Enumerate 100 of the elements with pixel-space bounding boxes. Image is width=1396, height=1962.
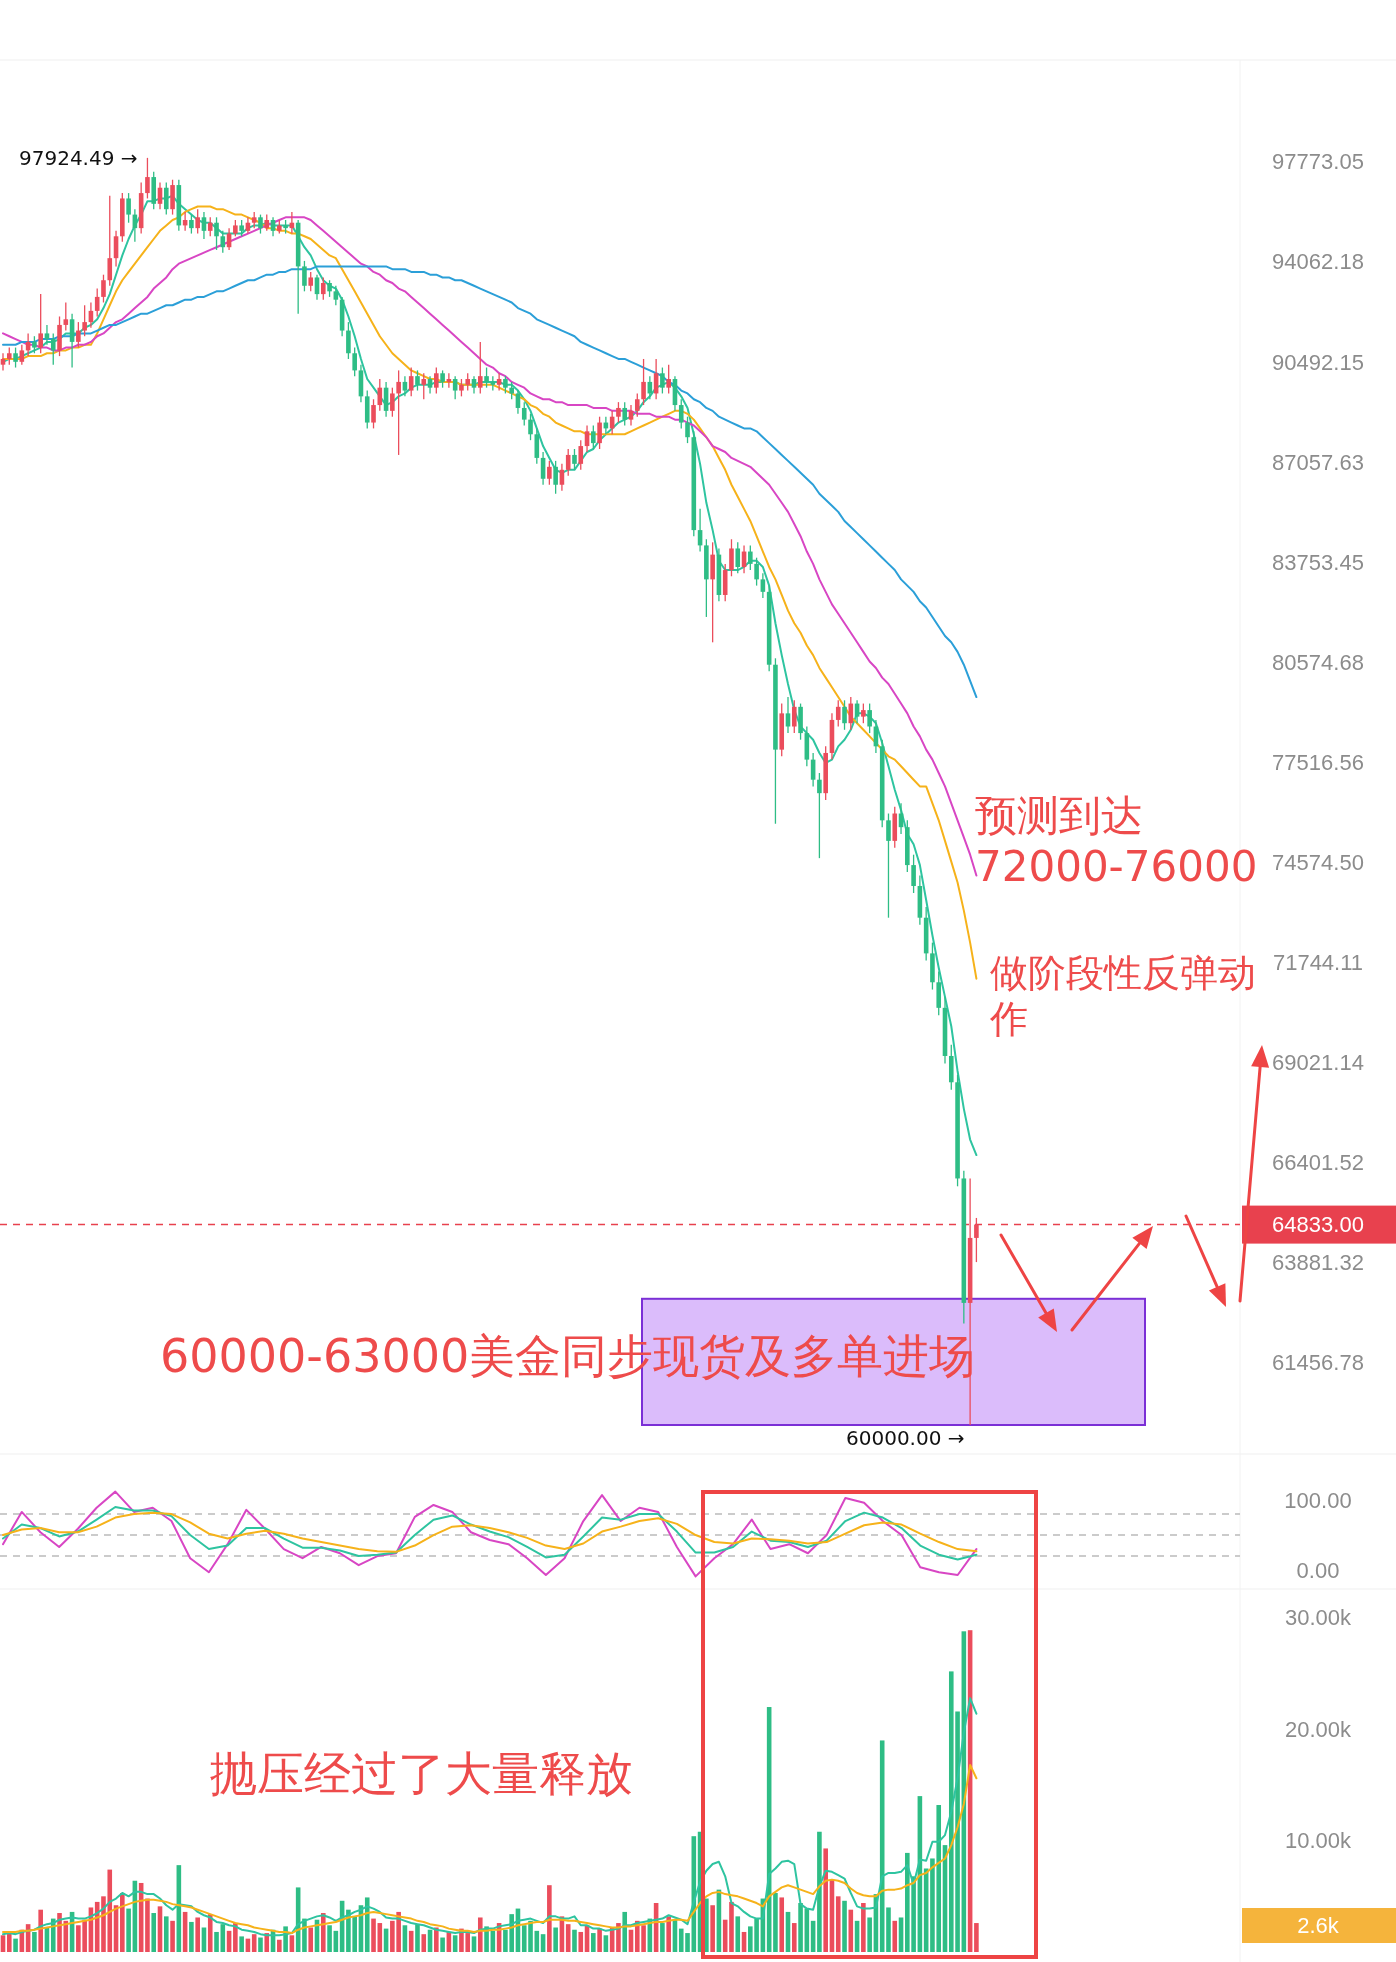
bar bbox=[163, 1916, 169, 1952]
bar bbox=[779, 1897, 785, 1952]
bar bbox=[817, 1831, 822, 1952]
text: 做阶段性反弹动作 bbox=[990, 950, 1257, 1043]
candlestick bbox=[101, 274, 106, 304]
candlestick bbox=[641, 358, 646, 406]
candlestick bbox=[660, 366, 665, 395]
candlestick bbox=[38, 293, 43, 354]
candlestick bbox=[94, 287, 100, 318]
candlestick bbox=[754, 557, 759, 587]
candlestick bbox=[616, 401, 621, 424]
candlestick bbox=[214, 216, 219, 251]
bar bbox=[666, 1916, 671, 1952]
y-tick-label: 30.00k bbox=[1284, 1605, 1353, 1631]
y-tick-label: 80574.68 bbox=[1272, 649, 1364, 675]
bar bbox=[421, 1934, 427, 1952]
candlestick bbox=[628, 404, 634, 427]
annotation: 60000.00 → bbox=[846, 1426, 965, 1451]
line-series bbox=[2, 1490, 978, 1578]
candlestick bbox=[13, 346, 18, 369]
y-tick-label: 94062.18 bbox=[1272, 249, 1364, 275]
line-series bbox=[2, 1506, 978, 1561]
bar bbox=[120, 1892, 125, 1952]
candlestick bbox=[258, 213, 263, 235]
candlestick bbox=[390, 387, 395, 418]
y-tick-label: 71744.11 bbox=[1272, 950, 1364, 976]
bar bbox=[32, 1931, 37, 1952]
line-series bbox=[2, 265, 978, 699]
bar bbox=[327, 1925, 332, 1952]
candlestick bbox=[333, 285, 339, 306]
bar bbox=[660, 1923, 665, 1952]
y-tick-label: 63881.32 bbox=[1272, 1250, 1364, 1276]
candlestick bbox=[477, 341, 483, 395]
candlestick bbox=[597, 416, 602, 450]
bar bbox=[371, 1918, 376, 1952]
candlestick bbox=[886, 812, 891, 919]
candlestick bbox=[591, 424, 596, 450]
candlestick bbox=[547, 460, 552, 486]
bar bbox=[13, 1938, 18, 1952]
candlestick bbox=[867, 702, 872, 734]
bar bbox=[565, 1924, 571, 1952]
bar bbox=[145, 1898, 150, 1952]
annotation: 97924.49 → bbox=[19, 146, 138, 171]
y-tick-label: 10.00k bbox=[1284, 1828, 1353, 1854]
bar bbox=[867, 1917, 872, 1952]
bar bbox=[622, 1911, 628, 1952]
line-series bbox=[2, 1511, 978, 1553]
bar bbox=[861, 1903, 866, 1952]
bar bbox=[553, 1927, 558, 1952]
bar bbox=[823, 1848, 828, 1952]
text: 2.6k bbox=[1297, 1913, 1340, 1938]
candlestick bbox=[195, 208, 200, 235]
candlestick bbox=[145, 157, 150, 200]
candlestick bbox=[44, 324, 50, 346]
bar bbox=[798, 1903, 803, 1952]
y-tick-label: 61456.78 bbox=[1272, 1350, 1364, 1376]
candlestick bbox=[760, 572, 766, 599]
candlestick bbox=[521, 401, 527, 427]
bar bbox=[126, 1908, 131, 1952]
bar bbox=[408, 1930, 414, 1952]
bar bbox=[791, 1923, 797, 1952]
candlestick bbox=[371, 398, 376, 430]
y-tick-label: 97773.05 bbox=[1272, 149, 1364, 175]
candlestick bbox=[565, 448, 571, 477]
candlestick bbox=[396, 369, 401, 456]
candlestick bbox=[434, 366, 439, 395]
candlestick bbox=[421, 372, 427, 400]
candlestick bbox=[415, 369, 420, 392]
candlestick bbox=[446, 372, 452, 389]
bar bbox=[477, 1917, 483, 1952]
candlestick bbox=[302, 260, 307, 292]
candlestick bbox=[50, 332, 56, 366]
candlestick bbox=[408, 366, 414, 397]
bar bbox=[189, 1921, 194, 1952]
candlestick bbox=[107, 195, 113, 287]
bar bbox=[835, 1896, 841, 1952]
bar bbox=[597, 1928, 602, 1952]
bar bbox=[239, 1936, 244, 1952]
bar bbox=[214, 1931, 219, 1952]
bar bbox=[710, 1905, 715, 1952]
bar bbox=[308, 1927, 314, 1952]
y-tick-label: 74574.50 bbox=[1272, 849, 1364, 875]
bar bbox=[735, 1916, 741, 1952]
bar bbox=[277, 1939, 282, 1952]
bar bbox=[434, 1927, 439, 1952]
bar bbox=[892, 1920, 898, 1952]
candlestick bbox=[207, 216, 213, 237]
bar bbox=[170, 1920, 175, 1952]
candlestick bbox=[553, 460, 558, 495]
candlestick bbox=[189, 213, 194, 235]
bar bbox=[151, 1913, 157, 1952]
y-tick-label: 87057.63 bbox=[1272, 449, 1364, 475]
bar bbox=[572, 1929, 577, 1952]
candlestick bbox=[634, 392, 640, 418]
candlestick bbox=[622, 401, 628, 427]
candlestick bbox=[791, 699, 797, 734]
candlestick bbox=[63, 301, 69, 332]
bar bbox=[842, 1900, 847, 1952]
candlestick bbox=[528, 413, 533, 441]
bar bbox=[547, 1885, 552, 1952]
